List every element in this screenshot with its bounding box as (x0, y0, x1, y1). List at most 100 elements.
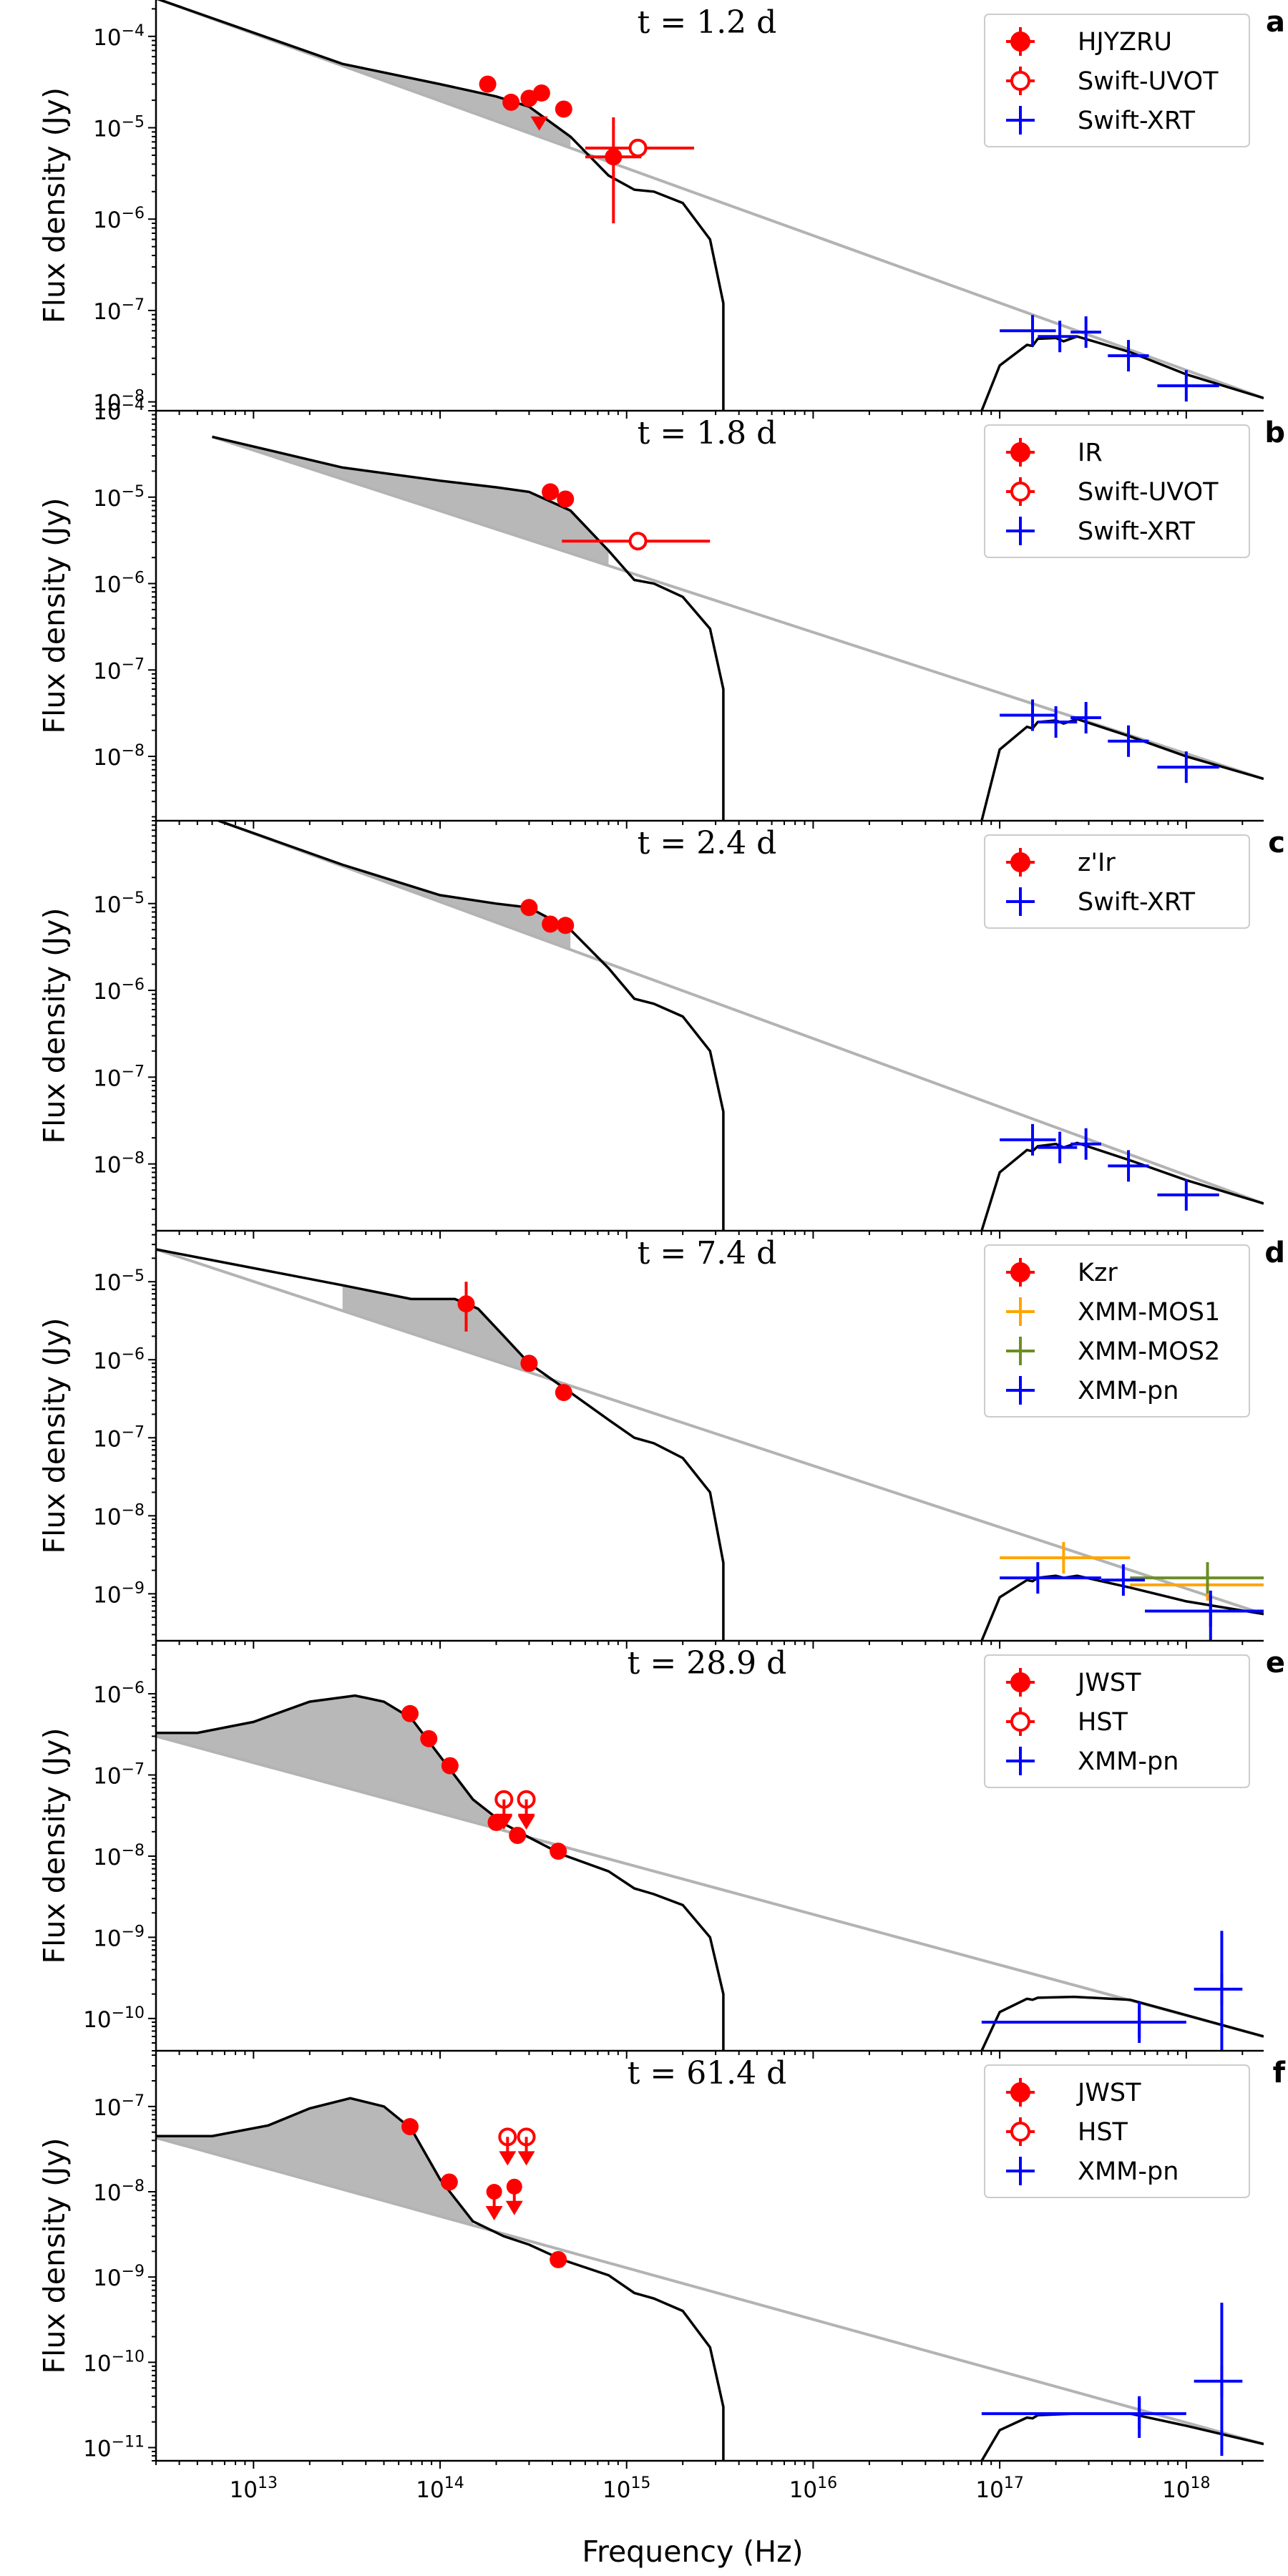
panel-letter: b (1264, 416, 1285, 449)
data-point (542, 915, 560, 933)
y-tick-label: 10−6 (93, 1679, 145, 1708)
plot-area-a (156, 0, 1264, 411)
data-point (509, 1827, 527, 1845)
data-point (550, 1843, 567, 1860)
data-point (555, 100, 572, 118)
data-point (441, 1757, 459, 1775)
y-tick-label: 10−6 (93, 205, 145, 233)
model-curve-xray (980, 2412, 1264, 2461)
legend-marker (1010, 2122, 1030, 2142)
legend-label: Swift-XRT (1078, 517, 1196, 546)
powerlaw-model-line (156, 2136, 1264, 2446)
upper-limit-arrow (530, 116, 548, 131)
plot-area-f (156, 2097, 1264, 2461)
plot-area-d (156, 1248, 1264, 1641)
y-tick-label: 10−5 (93, 1267, 145, 1296)
upper-limit-arrow (495, 1813, 513, 1828)
model-curve-xray (980, 1995, 1264, 2051)
legend-box (984, 1654, 1250, 1788)
panel-c: 10−5 10−6 10−7 10−8 Flux density (Jy) t = 2.4… (37, 820, 1285, 1239)
model-curve-xray (980, 1574, 1264, 1641)
y-tick-label: 10−9 (93, 1923, 145, 1951)
x-axis: 1013 1014 1015 1016 1017 1018 (230, 2474, 1211, 2503)
data-point (479, 75, 497, 93)
panel-b: 10−4 10−5 10−6 10−7 10−8 Flux density (Jy) t =… (37, 396, 1285, 829)
data-point (605, 148, 623, 166)
legend-marker (1010, 482, 1030, 502)
data-point-open (628, 138, 648, 157)
legend-box (984, 424, 1250, 558)
y-tick-label: 10−5 (93, 483, 145, 512)
legend-label: XMM-MOS1 (1078, 1298, 1220, 1327)
x-tick-label: 1016 (789, 2474, 837, 2503)
panel-letter: a (1266, 6, 1285, 39)
legend-label: XMM-pn (1078, 2157, 1179, 2186)
data-point-open (628, 532, 648, 551)
y-tick-label: 10−7 (93, 1761, 145, 1790)
data-point (457, 1295, 475, 1313)
y-axis-label: Flux density (Jy) (37, 1318, 72, 1554)
y-tick-label: 10−8 (93, 2177, 145, 2206)
legend-label: HST (1078, 2118, 1128, 2147)
legend-label: HJYZRU (1078, 28, 1172, 57)
x-tick-label: 1014 (416, 2474, 464, 2503)
legend-marker (1010, 1712, 1030, 1732)
legend-label: JWST (1076, 2079, 1141, 2107)
x-tick-label: 1013 (230, 2474, 278, 2503)
data-point (520, 1355, 538, 1372)
plot-area-c (218, 821, 1264, 1231)
legend-f: JWST HST XMM-pn (984, 2064, 1250, 2198)
y-tick-label: 10−9 (93, 1579, 145, 1608)
panel-e: 10−6 10−7 10−8 10−9 10−10 Flux density (Jy) t … (37, 1641, 1285, 2059)
legend-box (984, 1244, 1250, 1418)
panel-a: 10−4 10−5 10−6 10−7 10−8 Flux density (Jy) t =… (37, 0, 1285, 419)
data-point (401, 1704, 419, 1722)
legend-label: Swift-UVOT (1078, 478, 1219, 507)
epoch-label: t = 1.2 d (638, 4, 777, 41)
y-tick-label: 10−10 (83, 2348, 145, 2376)
legend-marker (1010, 442, 1030, 462)
panel-f: 10−7 10−8 10−9 10−10 10−11 Flux density (Jy) t… (37, 2051, 1286, 2469)
data-point (401, 2118, 419, 2136)
upper-limit-arrow (505, 2200, 523, 2215)
legend-box (984, 2064, 1250, 2198)
legend-label: JWST (1076, 1669, 1141, 1697)
y-tick-label: 10−8 (93, 1842, 145, 1870)
legend-d: Kzr XMM-MOS1 XMM-MOS2 XMM-pn (984, 1244, 1250, 1418)
data-point (520, 899, 538, 917)
y-tick-label: 10−5 (93, 889, 145, 918)
legend-label: IR (1078, 439, 1103, 467)
legend-e: JWST HST XMM-pn (984, 1654, 1250, 1788)
y-tick-label: 10−8 (93, 742, 145, 771)
legend-label: Swift-XRT (1078, 107, 1196, 135)
y-tick-label: 10−6 (93, 1345, 145, 1374)
model-curve-xray (980, 335, 1264, 411)
upper-limit-arrow (499, 2151, 517, 2166)
x-tick-label: 1018 (1162, 2474, 1210, 2503)
legend-label: Kzr (1078, 1259, 1118, 1287)
panel-d: 10−5 10−6 10−7 10−8 10−9 Flux density (Jy) t =… (37, 1231, 1285, 1649)
legend-marker (1010, 31, 1030, 52)
y-tick-label: 10−9 (93, 2263, 145, 2291)
upper-limit-arrow (485, 2206, 503, 2221)
plot-area-b (211, 435, 1264, 821)
upper-limit-arrow (517, 1813, 535, 1828)
data-point (542, 483, 560, 501)
legend-label: Swift-UVOT (1078, 67, 1219, 96)
legend-b: IR Swift-UVOT Swift-XRT (984, 424, 1250, 558)
excess-shading (342, 1285, 530, 1372)
panels: 10−4 10−5 10−6 10−7 10−8 Flux density (Jy) t =… (37, 0, 1286, 2469)
y-tick-label: 10−8 (93, 1501, 145, 1530)
epoch-label: t = 61.4 d (628, 2055, 787, 2092)
legend-label: z'Ir (1078, 849, 1116, 877)
y-axis-label: Flux density (Jy) (37, 908, 72, 1144)
y-axis-label: Flux density (Jy) (37, 1728, 72, 1964)
data-point (440, 2173, 458, 2191)
panel-letter: f (1273, 2057, 1286, 2089)
y-axis-label: Flux density (Jy) (37, 498, 72, 734)
model-curve-optical (156, 0, 725, 411)
plot-area-e (156, 1694, 1264, 2051)
excess-shading (156, 2098, 473, 2225)
y-tick-label: 10−11 (83, 2434, 145, 2462)
